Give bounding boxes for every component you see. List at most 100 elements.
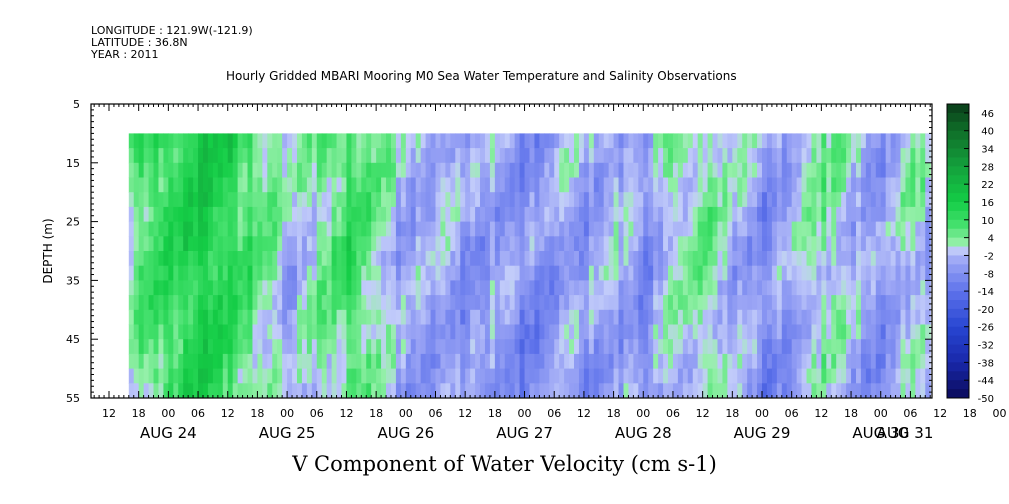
heatmap-cell [593, 280, 600, 296]
heatmap-cell [771, 280, 778, 296]
heatmap-cell [277, 162, 283, 179]
heatmap-cell [786, 295, 793, 311]
heatmap-cell [534, 339, 540, 355]
heatmap-cell [628, 162, 634, 179]
heatmap-cell [623, 324, 630, 340]
heatmap-cell [257, 309, 263, 326]
heatmap-cell [569, 339, 575, 355]
heatmap-cell [415, 265, 422, 281]
heatmap-cell [762, 133, 768, 149]
heatmap-cell [178, 265, 184, 281]
heatmap-cell [217, 280, 224, 296]
heatmap-cell [262, 295, 268, 311]
heatmap-cell [796, 368, 803, 384]
heatmap-cell [480, 148, 486, 164]
heatmap-cell [173, 221, 179, 237]
heatmap-cell [178, 353, 184, 370]
heatmap-cell [207, 368, 214, 384]
heatmap-cell [351, 148, 357, 164]
heatmap-cell [841, 295, 847, 311]
heatmap-cell [475, 206, 481, 223]
heatmap-cell [712, 236, 719, 252]
heatmap-cell [529, 280, 536, 296]
heatmap-cell [727, 339, 733, 355]
heatmap-cell [816, 177, 822, 193]
heatmap-cell [791, 383, 798, 398]
heatmap-cell [509, 177, 516, 193]
heatmap-cell [242, 368, 249, 384]
heatmap-cell [435, 368, 442, 384]
heatmap-cell [643, 162, 649, 179]
heatmap-cell [133, 236, 140, 252]
heatmap-cell [222, 206, 229, 223]
heatmap-cell [381, 295, 387, 311]
heatmap-cell [757, 251, 763, 267]
heatmap-cell [856, 309, 862, 326]
heatmap-cell [460, 177, 466, 193]
heatmap-cell [153, 251, 160, 267]
heatmap-cell [915, 148, 921, 164]
heatmap-cell [717, 206, 724, 223]
heatmap-cell [306, 265, 313, 281]
heatmap-cell [435, 353, 442, 370]
heatmap-cell [361, 162, 367, 179]
heatmap-cell [682, 251, 689, 267]
heatmap-cell [766, 339, 773, 355]
heatmap-cell [158, 324, 165, 340]
heatmap-cell [920, 339, 926, 355]
heatmap-cell [608, 368, 615, 384]
heatmap-cell [173, 295, 179, 311]
heatmap-cell [173, 383, 179, 398]
heatmap-cell [519, 206, 526, 223]
heatmap-cell [292, 265, 298, 281]
heatmap-cell [811, 324, 818, 340]
heatmap-cell [202, 236, 209, 252]
heatmap-cell [668, 265, 674, 281]
heatmap-cell [578, 192, 585, 208]
heatmap-cell [193, 162, 199, 179]
heatmap-cell [371, 177, 377, 193]
heatmap-cell [153, 177, 160, 193]
heatmap-cell [826, 368, 832, 384]
heatmap-cell [569, 383, 575, 398]
heatmap-cell [460, 368, 466, 384]
heatmap-cell [331, 309, 338, 326]
heatmap-cell [554, 251, 560, 267]
heatmap-cell [623, 383, 630, 398]
longitude-label: LONGITUDE : 121.9W(-121.9) [91, 24, 253, 37]
heatmap-cell [702, 206, 709, 223]
heatmap-cell [860, 368, 867, 384]
heatmap-cell [301, 148, 308, 164]
heatmap-cell [663, 162, 669, 179]
heatmap-cell [252, 368, 259, 384]
heatmap-cell [643, 221, 649, 237]
heatmap-cell [450, 236, 456, 252]
heatmap-cell [776, 177, 783, 193]
heatmap-cell [480, 353, 486, 370]
heatmap-cell [237, 353, 244, 370]
heatmap-cell [410, 221, 417, 237]
heatmap-cell [311, 162, 318, 179]
heatmap-cell [875, 368, 882, 384]
heatmap-cell [277, 383, 283, 398]
heatmap-cell [282, 236, 288, 252]
heatmap-cell [846, 353, 852, 370]
colorbar-segment [947, 317, 969, 328]
heatmap-cell [816, 162, 822, 179]
heatmap-cell [173, 353, 179, 370]
heatmap-cell [292, 295, 298, 311]
heatmap-cell [188, 368, 194, 384]
heatmap-cell [455, 324, 461, 340]
heatmap-cell [484, 265, 491, 281]
heatmap-cell [425, 324, 432, 340]
heatmap-cell [153, 353, 160, 370]
heatmap-cell [410, 265, 417, 281]
heatmap-cell [455, 162, 461, 179]
heatmap-cell [262, 353, 268, 370]
heatmap-cell [420, 133, 427, 149]
heatmap-cell [544, 133, 550, 149]
heatmap-cell [796, 251, 803, 267]
heatmap-cell [880, 177, 887, 193]
heatmap-cell [514, 177, 521, 193]
heatmap-cell [410, 133, 417, 149]
